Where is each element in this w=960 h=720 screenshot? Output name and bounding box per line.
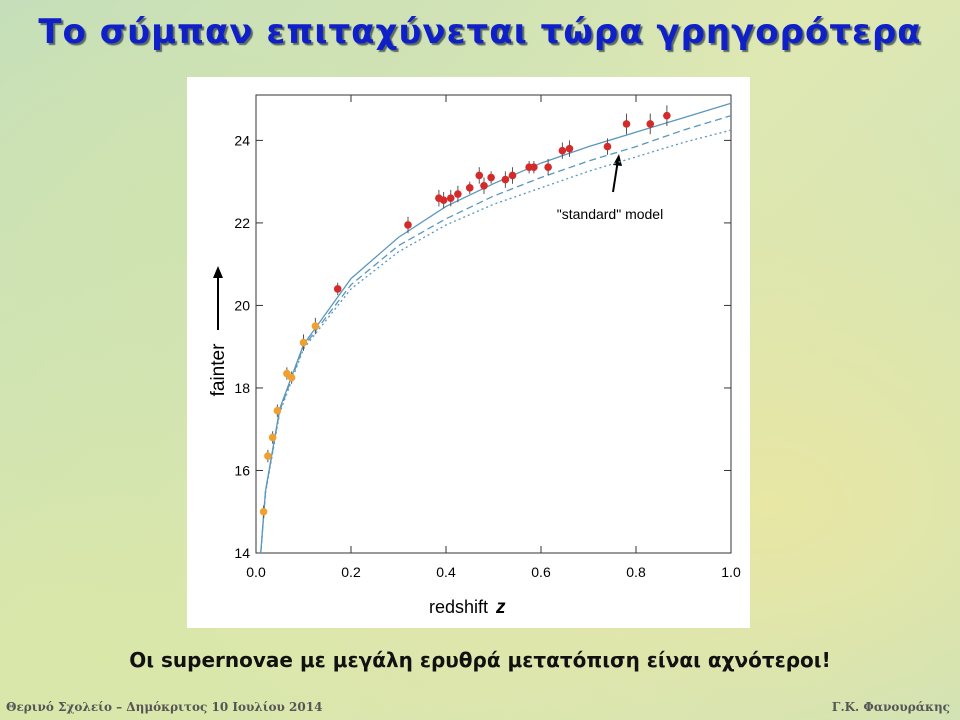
y-axis-label: fainter <box>208 343 229 396</box>
data-point <box>287 373 296 382</box>
y-tick-label: 18 <box>234 380 250 396</box>
data-point <box>558 146 567 155</box>
footer-right: Γ.Κ. Φανουράκης <box>831 700 950 714</box>
slide-title: Το σύμπαν επιταχύνεται τώρα γρηγορότερα <box>38 12 922 52</box>
data-point <box>501 175 510 184</box>
y-tick-label: 14 <box>234 545 250 561</box>
data-point <box>603 142 612 151</box>
x-axis-label: redshift <box>429 597 488 617</box>
data-point <box>311 322 320 330</box>
x-tick-label: 0.6 <box>531 564 551 580</box>
data-point <box>299 338 308 347</box>
x-tick-label: 0.0 <box>246 564 266 580</box>
data-point <box>439 196 448 205</box>
data-point <box>565 144 574 153</box>
x-axis-symbol: z <box>495 597 506 618</box>
data-point <box>273 406 282 415</box>
plot-frame <box>255 94 732 554</box>
y-tick-label: 20 <box>234 297 250 313</box>
data-point <box>333 285 342 293</box>
data-point <box>475 171 484 180</box>
data-point <box>622 120 631 128</box>
caption: Οι supernovae με μεγάλη ερυθρά μετατόπισ… <box>129 648 831 672</box>
footer-left: Θερινό Σχολείο – Δημόκριτος 10 Ιουλίου 2… <box>6 700 323 714</box>
data-point <box>646 120 655 128</box>
data-point <box>480 181 488 190</box>
data-point <box>663 111 671 120</box>
data-point <box>259 507 268 516</box>
y-label-arrowhead <box>213 266 223 278</box>
data-point <box>487 173 495 182</box>
data-point <box>465 184 474 192</box>
data-point <box>544 163 552 172</box>
data-point <box>530 163 538 172</box>
y-tick-label: 22 <box>234 215 250 231</box>
chart-panel <box>187 77 750 628</box>
y-tick-label: 16 <box>234 462 250 478</box>
data-point <box>454 190 462 198</box>
data-point <box>264 452 272 460</box>
x-tick-label: 0.2 <box>341 564 361 580</box>
data-point <box>446 194 455 202</box>
data-point <box>404 221 412 229</box>
data-point <box>268 433 277 442</box>
data-point <box>508 171 517 180</box>
y-tick-label: 24 <box>234 132 250 148</box>
x-tick-label: 0.4 <box>436 564 456 580</box>
x-tick-label: 0.8 <box>626 564 646 580</box>
x-tick-label: 1.0 <box>721 564 741 580</box>
annotation: "standard" model <box>557 206 663 222</box>
